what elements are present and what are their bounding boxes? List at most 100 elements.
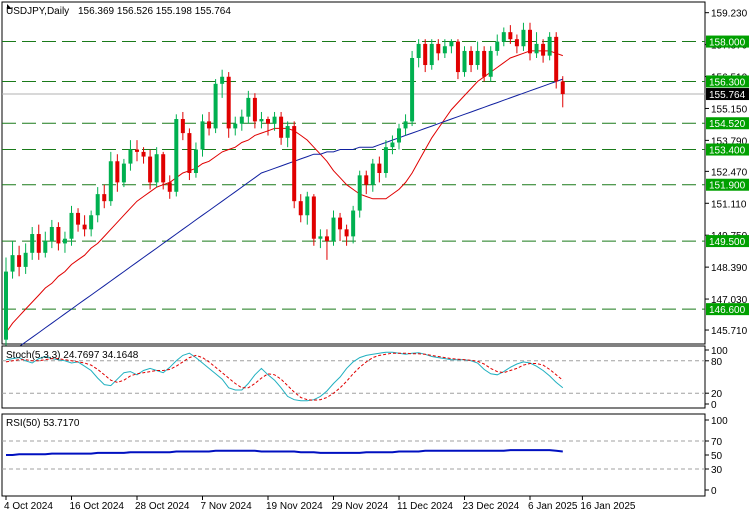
candle[interactable] xyxy=(180,111,185,141)
candle[interactable] xyxy=(115,154,120,192)
candle[interactable] xyxy=(357,170,362,218)
candle[interactable] xyxy=(135,140,139,162)
candle[interactable] xyxy=(272,111,277,131)
candle[interactable] xyxy=(488,46,493,82)
candle[interactable] xyxy=(62,231,67,253)
candle[interactable] xyxy=(220,69,225,98)
candle[interactable] xyxy=(193,142,198,178)
candle[interactable] xyxy=(23,243,28,274)
candle-body xyxy=(259,119,264,122)
candle[interactable] xyxy=(279,111,284,145)
candle[interactable] xyxy=(508,25,513,44)
candle[interactable] xyxy=(154,147,159,188)
candle[interactable] xyxy=(17,245,22,277)
candle[interactable] xyxy=(423,39,428,73)
candle[interactable] xyxy=(397,123,401,150)
candle[interactable] xyxy=(514,34,519,54)
candle[interactable] xyxy=(318,229,323,249)
candle[interactable] xyxy=(364,170,369,195)
candle[interactable] xyxy=(521,22,526,51)
level-label: 154.520 xyxy=(709,119,746,130)
candle-body xyxy=(213,83,218,129)
candle[interactable] xyxy=(501,27,506,47)
candle[interactable] xyxy=(534,32,539,58)
candle[interactable] xyxy=(541,39,546,63)
candle[interactable] xyxy=(141,147,146,164)
candle[interactable] xyxy=(442,39,447,58)
candle[interactable] xyxy=(161,151,166,190)
candle[interactable] xyxy=(4,257,8,347)
candle[interactable] xyxy=(102,184,107,209)
candle[interactable] xyxy=(82,215,87,237)
candle[interactable] xyxy=(403,114,408,136)
candle[interactable] xyxy=(10,241,15,279)
candle[interactable] xyxy=(200,114,205,157)
price-panel[interactable] xyxy=(1,1,706,345)
candle[interactable] xyxy=(69,205,74,246)
candle[interactable] xyxy=(89,210,94,237)
candle[interactable] xyxy=(56,222,61,251)
candle[interactable] xyxy=(475,41,480,70)
candle[interactable] xyxy=(207,111,212,136)
candle[interactable] xyxy=(429,39,434,70)
candle[interactable] xyxy=(344,224,349,246)
candle[interactable] xyxy=(285,121,290,148)
candle[interactable] xyxy=(233,116,238,136)
candle[interactable] xyxy=(43,231,48,258)
candle[interactable] xyxy=(370,158,375,192)
candle[interactable] xyxy=(331,210,336,246)
candle[interactable] xyxy=(259,111,264,129)
candle-body xyxy=(560,81,565,95)
candle[interactable] xyxy=(469,46,474,73)
candle[interactable] xyxy=(128,140,133,171)
candle[interactable] xyxy=(30,226,35,260)
candle[interactable] xyxy=(239,109,244,131)
candle[interactable] xyxy=(410,50,415,127)
candle[interactable] xyxy=(246,90,251,124)
candle[interactable] xyxy=(311,194,316,246)
candle[interactable] xyxy=(266,116,270,136)
candle[interactable] xyxy=(482,46,487,82)
candle[interactable] xyxy=(298,194,303,223)
candle[interactable] xyxy=(547,32,552,61)
candle[interactable] xyxy=(495,34,500,56)
candle-body xyxy=(403,121,408,129)
candle[interactable] xyxy=(416,39,421,68)
candle[interactable] xyxy=(76,208,81,232)
candle[interactable] xyxy=(377,156,382,183)
candle[interactable] xyxy=(187,128,192,181)
candle[interactable] xyxy=(36,224,41,260)
candle[interactable] xyxy=(324,229,329,260)
candle-body xyxy=(154,154,159,183)
candle[interactable] xyxy=(449,39,454,54)
candle[interactable] xyxy=(226,72,231,138)
candle[interactable] xyxy=(390,135,395,155)
level-label: 149.500 xyxy=(709,237,746,248)
candle[interactable] xyxy=(436,39,441,61)
candle[interactable] xyxy=(108,151,113,206)
price-tick-label: 145.710 xyxy=(711,326,748,337)
candle[interactable] xyxy=(554,32,559,89)
rsi-panel[interactable] xyxy=(1,413,706,497)
candle[interactable] xyxy=(95,187,100,223)
candle[interactable] xyxy=(213,79,218,134)
candle[interactable] xyxy=(528,22,532,61)
candle-body xyxy=(331,217,336,242)
candle[interactable] xyxy=(49,219,54,249)
candle[interactable] xyxy=(305,191,310,225)
candle[interactable] xyxy=(252,93,257,129)
candle[interactable] xyxy=(148,149,153,190)
candle[interactable] xyxy=(383,140,388,178)
candle[interactable] xyxy=(292,121,297,209)
candle[interactable] xyxy=(338,212,343,242)
candle[interactable] xyxy=(560,76,565,108)
candle[interactable] xyxy=(462,46,467,77)
candle[interactable] xyxy=(455,39,460,80)
level-label: 151.900 xyxy=(709,181,746,192)
candle[interactable] xyxy=(174,114,179,197)
candle[interactable] xyxy=(121,158,126,188)
time-tick-label: 11 Dec 2024 xyxy=(397,501,453,512)
candle[interactable] xyxy=(167,175,172,199)
candle[interactable] xyxy=(351,205,356,244)
collapse-triangle-icon[interactable] xyxy=(7,4,12,9)
